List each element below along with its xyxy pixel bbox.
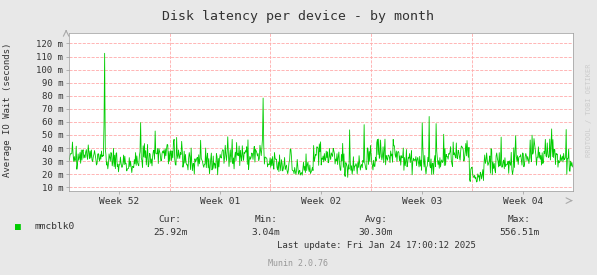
Text: Disk latency per device - by month: Disk latency per device - by month (162, 10, 435, 23)
Text: 3.04m: 3.04m (251, 228, 280, 237)
Text: Min:: Min: (254, 216, 277, 224)
Text: Munin 2.0.76: Munin 2.0.76 (269, 259, 328, 268)
Text: 25.92m: 25.92m (153, 228, 187, 237)
Text: Max:: Max: (508, 216, 531, 224)
Text: ■: ■ (15, 222, 21, 232)
Text: RRDTOOL / TOBI OETIKER: RRDTOOL / TOBI OETIKER (586, 63, 592, 157)
Text: Last update: Fri Jan 24 17:00:12 2025: Last update: Fri Jan 24 17:00:12 2025 (276, 241, 476, 250)
Text: Cur:: Cur: (159, 216, 181, 224)
Text: Avg:: Avg: (365, 216, 387, 224)
Text: mmcblk0: mmcblk0 (35, 222, 75, 231)
Text: 556.51m: 556.51m (499, 228, 540, 237)
Text: Average IO Wait (seconds): Average IO Wait (seconds) (2, 43, 12, 177)
Text: 30.30m: 30.30m (359, 228, 393, 237)
